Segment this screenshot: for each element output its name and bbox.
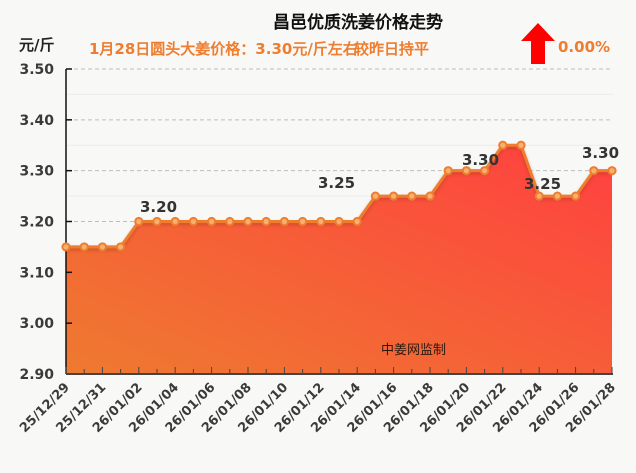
data-point <box>352 216 362 227</box>
data-point <box>370 191 380 201</box>
data-point <box>552 191 563 201</box>
data-point <box>571 191 581 201</box>
y-tick-label: 3.50 <box>19 62 54 78</box>
data-label: 3.25 <box>524 175 561 193</box>
data-point <box>316 216 326 227</box>
data-point <box>97 242 108 252</box>
data-point <box>261 216 271 227</box>
data-point <box>498 140 508 150</box>
data-point <box>152 216 162 227</box>
watermark: 中姜网监制 <box>381 343 446 358</box>
data-point <box>534 191 544 201</box>
data-point <box>334 216 344 227</box>
up-arrow-icon <box>521 23 555 64</box>
data-point <box>589 166 599 176</box>
y-tick-label: 3.40 <box>19 113 54 129</box>
data-point <box>116 242 126 252</box>
data-point <box>425 191 435 201</box>
y-tick-label: 2.90 <box>19 367 54 383</box>
data-point <box>207 216 217 227</box>
data-label: 3.20 <box>140 198 177 216</box>
data-point <box>188 216 198 227</box>
data-labels: 3.20 3.25 3.30 3.25 3.30 <box>140 144 619 216</box>
y-tick-label: 3.30 <box>19 164 54 180</box>
data-point <box>225 216 235 227</box>
data-label: 3.30 <box>582 144 619 162</box>
data-point <box>243 216 253 227</box>
y-tick-label: 3.10 <box>19 265 54 281</box>
area-fill <box>66 145 612 374</box>
price-line <box>61 140 617 252</box>
data-point <box>480 166 490 176</box>
data-point <box>79 242 89 252</box>
data-point <box>607 166 617 176</box>
data-point <box>443 166 453 176</box>
chart-title: 昌邑优质洗姜价格走势 <box>0 8 636 33</box>
data-point <box>461 166 471 176</box>
data-point <box>516 140 526 150</box>
data-label: 3.25 <box>318 174 355 192</box>
data-point <box>134 216 144 227</box>
data-label: 3.30 <box>462 151 499 169</box>
price-summary: 1月28日圆头大姜价格：3.30元/斤左右 <box>89 40 358 58</box>
change-percent: 0.00% <box>558 38 611 56</box>
y-tick-label: 3.20 <box>19 215 54 231</box>
y-axis-unit: 元/斤 <box>19 36 55 54</box>
data-point <box>279 216 289 227</box>
y-tick-label: 3.00 <box>19 316 54 332</box>
data-point <box>170 216 180 227</box>
data-point <box>61 242 71 252</box>
chart-title-text: 昌邑优质洗姜价格走势 <box>273 13 443 33</box>
compare-text: 较昨日持平 <box>354 40 430 58</box>
data-point <box>389 191 399 201</box>
data-point <box>298 216 308 227</box>
data-point <box>407 191 417 201</box>
